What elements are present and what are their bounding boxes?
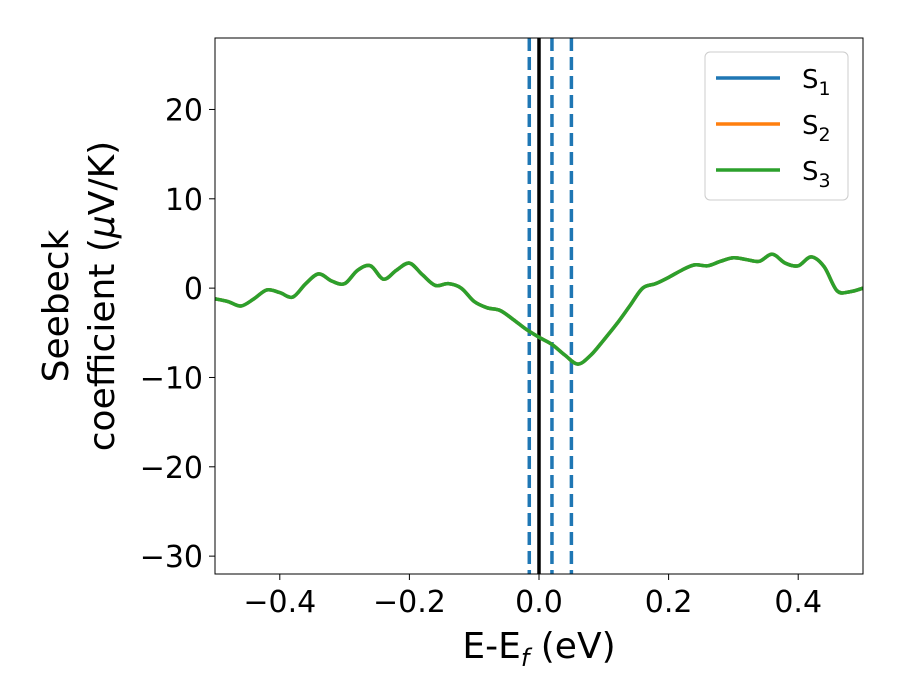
series-lines [214, 252, 864, 366]
y-axis-label-line1: Seebeck [36, 229, 77, 382]
x-tick-label: 0.2 [645, 585, 693, 620]
y-axis-ticks: −30 −20 −10 0 10 20 [140, 93, 215, 575]
legend-label-s3: S3 [802, 157, 831, 192]
x-axis-label: E-Ef (eV) [462, 626, 615, 672]
x-tick-label: 0.4 [774, 585, 822, 620]
y-tick-label: 20 [165, 93, 203, 128]
y-tick-label: −30 [140, 540, 203, 575]
y-axis-label-line2: coefficient (μV/K) [82, 141, 123, 451]
x-tick-label: −0.4 [243, 585, 316, 620]
x-axis-ticks: −0.4 −0.2 0.0 0.2 0.4 [243, 574, 822, 620]
legend: S1 S2 S3 [704, 51, 849, 201]
legend-box [704, 51, 849, 201]
reference-lines [527, 38, 574, 574]
x-tick-label: −0.2 [373, 585, 446, 620]
legend-label-s2: S2 [802, 111, 831, 146]
y-tick-label: 0 [184, 272, 203, 307]
legend-label-s1: S1 [802, 65, 831, 100]
y-tick-label: −20 [140, 451, 203, 486]
x-tick-label: 0.0 [515, 585, 563, 620]
y-tick-label: −10 [140, 361, 203, 396]
y-tick-label: 10 [165, 183, 203, 218]
series-line-s3 [214, 252, 864, 366]
